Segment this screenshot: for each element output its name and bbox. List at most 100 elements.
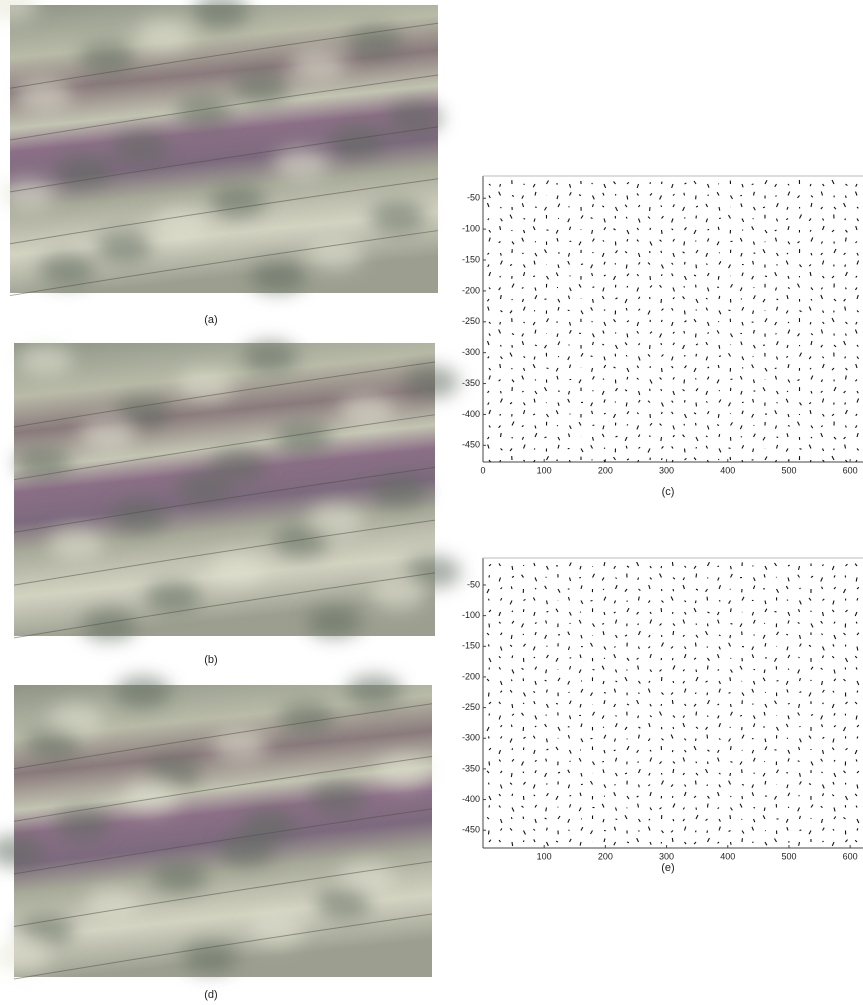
vector: [683, 423, 686, 426]
vector: [821, 646, 825, 651]
vector: [833, 772, 837, 778]
vector: [820, 620, 823, 624]
vector: [787, 715, 790, 720]
vector: [603, 596, 607, 601]
vector: [810, 713, 814, 716]
vector: [534, 432, 538, 438]
vector: [845, 701, 848, 705]
blob: [145, 581, 201, 613]
vector: [590, 217, 593, 219]
vector: [649, 653, 652, 659]
vector: [649, 807, 653, 811]
vector: [498, 329, 501, 334]
vector: [647, 400, 651, 403]
vector: [705, 680, 708, 683]
vector: [498, 379, 501, 382]
vector: [498, 715, 502, 720]
vector: [809, 271, 812, 277]
vector: [855, 225, 858, 231]
vector: [649, 715, 652, 718]
vector: [717, 703, 720, 706]
vector: [567, 646, 571, 651]
vector: [752, 723, 756, 728]
vector: [613, 688, 617, 693]
vector: [486, 588, 490, 594]
vector: [799, 738, 802, 743]
vector: [855, 275, 858, 278]
blob: [0, 835, 44, 867]
vector: [707, 749, 710, 752]
vector: [580, 772, 583, 777]
vector: [638, 818, 641, 823]
blob: [242, 341, 298, 373]
vector: [717, 749, 720, 754]
vector: [717, 458, 720, 461]
vector: [808, 218, 812, 222]
vector: [786, 689, 789, 693]
fiber-edge: [9, 178, 439, 245]
vector: [855, 363, 858, 369]
vector: [718, 646, 721, 650]
vector: [844, 356, 847, 359]
vector: [775, 306, 779, 311]
fiber-edge: [13, 860, 433, 927]
vector: [614, 619, 618, 624]
vector: [672, 588, 675, 592]
vector: [636, 611, 639, 615]
vector: [695, 573, 698, 578]
vector: [832, 781, 835, 785]
vector: [683, 653, 687, 659]
vector: [694, 600, 697, 604]
vector: [776, 252, 779, 257]
vector: [533, 310, 536, 312]
vector: [855, 577, 858, 582]
vector: [728, 830, 731, 833]
vector: [568, 321, 572, 326]
vector: [764, 608, 768, 613]
vector: [787, 225, 790, 231]
vector: [762, 677, 766, 682]
vector: [684, 600, 687, 603]
blob: [290, 49, 346, 81]
vector: [741, 272, 744, 277]
vector: [578, 807, 582, 812]
vector: [661, 215, 664, 219]
vector: [693, 412, 697, 415]
vector: [728, 691, 731, 694]
vector: [660, 181, 663, 185]
panel-label: (d): [204, 989, 217, 1001]
vector: [601, 715, 605, 719]
vector: [521, 761, 524, 766]
vector: [661, 402, 664, 407]
vector: [567, 356, 570, 361]
vector: [534, 804, 538, 808]
panel-label: (e): [661, 862, 674, 874]
vector: [509, 827, 513, 831]
vector: [845, 459, 848, 462]
vector: [716, 191, 720, 196]
vector: [648, 772, 651, 776]
vector: [568, 459, 571, 462]
vector: [659, 239, 662, 242]
vector: [854, 563, 858, 567]
vector: [625, 264, 628, 269]
vector: [613, 366, 616, 369]
vector: [706, 287, 710, 292]
blob: [114, 397, 170, 429]
vector: [500, 736, 503, 739]
vector: [717, 275, 720, 280]
vector: [695, 205, 699, 208]
vector: [555, 746, 559, 751]
vector: [785, 585, 789, 590]
vector: [533, 275, 536, 278]
vector: [843, 678, 846, 682]
blob: [182, 941, 238, 973]
vector: [637, 356, 641, 361]
vector: [786, 784, 789, 789]
vector: [820, 425, 823, 428]
y-tick-label: -350: [462, 378, 480, 388]
vector: [718, 206, 721, 211]
vector: [856, 736, 859, 739]
vector: [820, 379, 823, 383]
vector: [556, 195, 559, 200]
